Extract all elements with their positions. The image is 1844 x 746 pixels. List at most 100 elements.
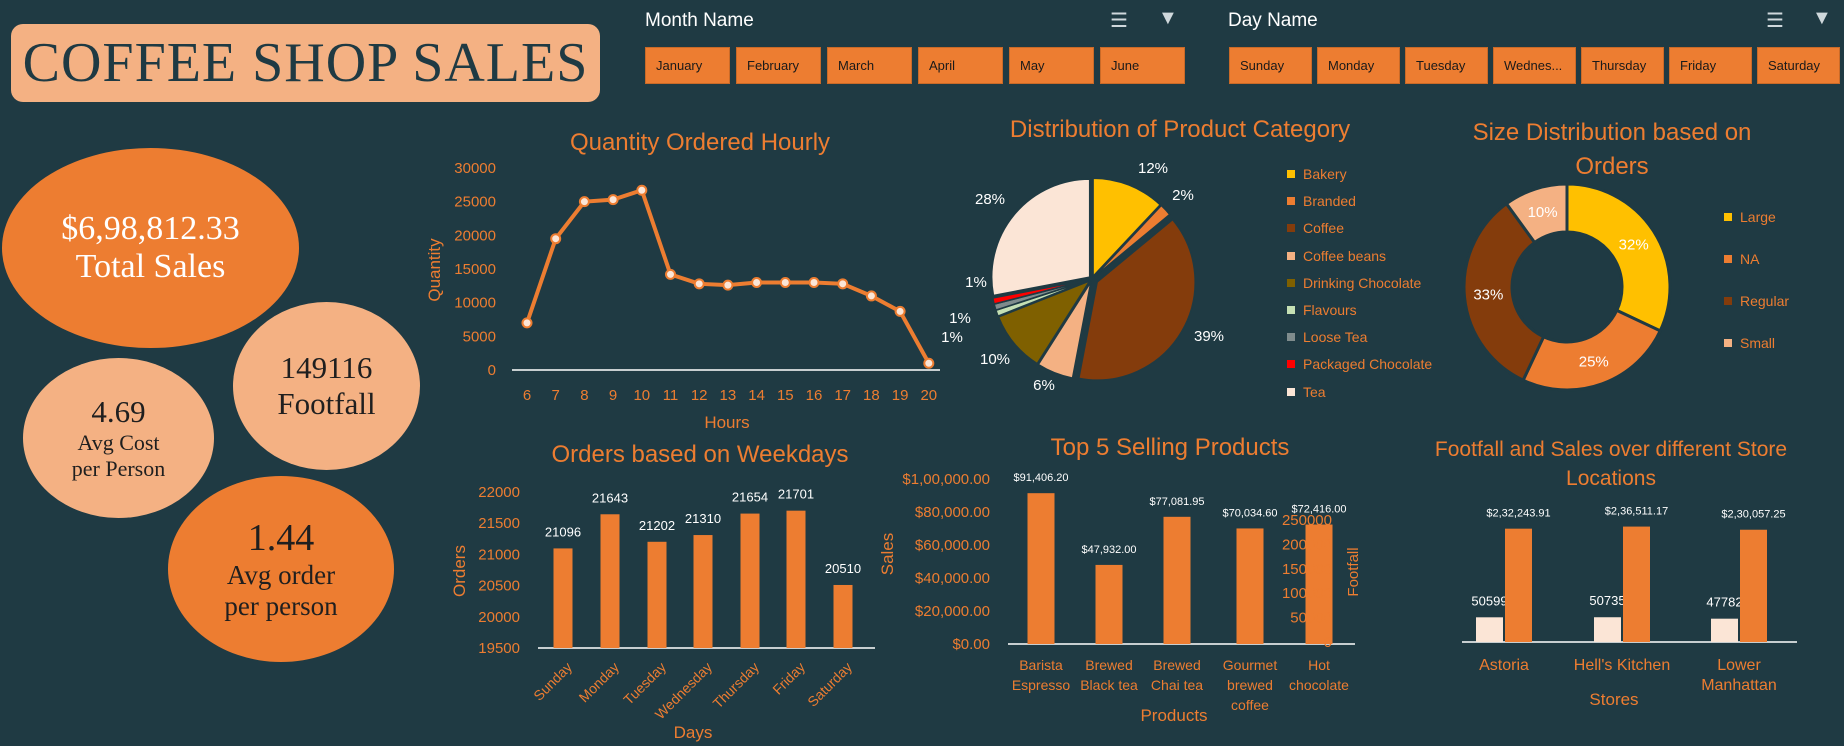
bar xyxy=(600,514,620,648)
x-tick-label: Hot xyxy=(1308,657,1330,673)
x-tick-label: Barista xyxy=(1019,657,1063,673)
legend-label: Small xyxy=(1740,335,1776,351)
data-label: 1% xyxy=(941,329,963,346)
kpi-avg-cost-label-2: per Person xyxy=(71,456,166,481)
slicer-item[interactable]: Thursday xyxy=(1581,47,1664,84)
data-point xyxy=(578,196,590,208)
kpi-avg-cost-value: 4.69 xyxy=(91,394,146,429)
x-axis-label: Products xyxy=(1140,706,1207,725)
y-tick-label: 21000 xyxy=(478,546,520,563)
data-label: 2% xyxy=(1172,187,1194,204)
x-tick-label: Astoria xyxy=(1479,657,1529,674)
pie-slice xyxy=(990,178,1091,297)
multi-select-icon[interactable]: ☰ xyxy=(1110,10,1128,32)
data-label: 1% xyxy=(965,274,987,291)
dashboard-title: COFFEE SHOP SALES xyxy=(22,32,589,94)
legend-swatch xyxy=(1724,213,1732,221)
bar xyxy=(647,541,667,648)
slicer-item[interactable]: Wednes... xyxy=(1493,47,1576,84)
data-label: 10% xyxy=(980,351,1010,368)
x-tick-label: 7 xyxy=(552,387,560,404)
y-axis-label: Footfall xyxy=(1345,547,1362,596)
legend-swatch xyxy=(1724,297,1732,305)
legend-label: Packaged Chocolate xyxy=(1303,356,1433,373)
data-label: $2,30,057.25 xyxy=(1721,509,1785,521)
y-axis-label: Orders xyxy=(450,545,469,597)
slicer-item[interactable]: May xyxy=(1009,47,1094,84)
pie-slice xyxy=(991,278,1090,305)
x-tick-label: 15 xyxy=(777,387,794,404)
bar xyxy=(1163,516,1191,644)
slicer-item[interactable]: March xyxy=(827,47,912,84)
data-label: 20510 xyxy=(825,561,861,576)
x-tick-label: Manhattan xyxy=(1701,677,1777,694)
day-slicer-title: Day Name xyxy=(1228,10,1318,31)
slicer-item[interactable]: Sunday xyxy=(1229,47,1312,84)
legend-item: Coffee beans xyxy=(1287,248,1386,264)
bar xyxy=(1623,526,1650,642)
y-tick-label: 20000 xyxy=(454,227,496,244)
legend-swatch xyxy=(1287,360,1295,369)
bar xyxy=(1305,524,1333,644)
y-tick-label: $1,00,000.00 xyxy=(902,471,990,488)
data-point xyxy=(636,184,648,196)
x-tick-label: Brewed xyxy=(1153,657,1200,673)
pie-slice xyxy=(1092,177,1162,279)
y-tick-label: $20,000.00 xyxy=(915,603,990,620)
data-label: 47782 xyxy=(1706,595,1742,610)
slicer-item[interactable]: February xyxy=(736,47,821,84)
legend-item: Small xyxy=(1724,335,1775,351)
slicer-item[interactable]: June xyxy=(1100,47,1185,84)
x-tick-label: Monday xyxy=(576,659,623,706)
chart-title: Top 5 Selling Products xyxy=(1051,434,1290,461)
x-tick-label: Lower xyxy=(1717,657,1761,674)
data-point xyxy=(779,276,791,288)
x-tick-label: Hell's Kitchen xyxy=(1574,657,1670,674)
x-tick-label: Chai tea xyxy=(1151,677,1203,693)
x-axis-label: Stores xyxy=(1589,690,1638,709)
chart-title: Size Distribution based on xyxy=(1473,119,1752,146)
y-tick-label: $0.00 xyxy=(952,636,990,653)
data-label: 25% xyxy=(1579,353,1609,370)
x-tick-label: chocolate xyxy=(1289,677,1349,693)
y-tick-label: 200000 xyxy=(1282,536,1332,553)
y-tick-label: 22000 xyxy=(478,484,520,501)
legend-item: NA xyxy=(1724,251,1759,267)
data-label: 50599 xyxy=(1471,593,1507,608)
legend-label: Regular xyxy=(1740,293,1790,309)
slicer-item[interactable]: Friday xyxy=(1669,47,1752,84)
x-tick-label: 18 xyxy=(863,387,880,404)
clear-filter-icon[interactable]: ▼ xyxy=(1812,7,1832,29)
x-tick-label: Friday xyxy=(769,659,808,698)
x-tick-label: 12 xyxy=(691,387,708,404)
data-point xyxy=(607,194,619,206)
clear-filter-icon[interactable]: ▼ xyxy=(1158,7,1178,29)
chart-title: Footfall and Sales over different Store xyxy=(1435,438,1787,461)
slicer-item[interactable]: Tuesday xyxy=(1405,47,1488,84)
legend-item: Regular xyxy=(1724,293,1789,309)
slicer-item[interactable]: Monday xyxy=(1317,47,1400,84)
data-point xyxy=(865,290,877,302)
legend-swatch xyxy=(1724,339,1732,347)
multi-select-icon[interactable]: ☰ xyxy=(1766,10,1784,32)
legend-swatch xyxy=(1287,224,1295,233)
x-tick-label: 20 xyxy=(920,387,937,404)
slicer-item[interactable]: Saturday xyxy=(1757,47,1840,84)
legend-item: Drinking Chocolate xyxy=(1287,275,1421,291)
slicer-item[interactable]: January xyxy=(645,47,730,84)
kpi-avg-order-label-1: Avg order xyxy=(226,560,336,590)
y-tick-label: 100000 xyxy=(1282,585,1332,602)
legend-item: Packaged Chocolate xyxy=(1287,356,1432,372)
x-tick-label: Thursday xyxy=(710,659,763,712)
data-label: $91,406.20 xyxy=(1013,472,1068,484)
bar xyxy=(1594,617,1621,642)
x-axis-label: Hours xyxy=(704,413,749,432)
legend-label: Loose Tea xyxy=(1303,329,1368,346)
data-label: 21310 xyxy=(685,511,721,526)
slicer-item[interactable]: April xyxy=(918,47,1003,84)
kpi-avg-order-label-2: per person xyxy=(224,591,338,621)
legend-swatch xyxy=(1287,251,1295,260)
y-tick-label: $40,000.00 xyxy=(915,570,990,587)
legend-label: NA xyxy=(1740,251,1760,267)
